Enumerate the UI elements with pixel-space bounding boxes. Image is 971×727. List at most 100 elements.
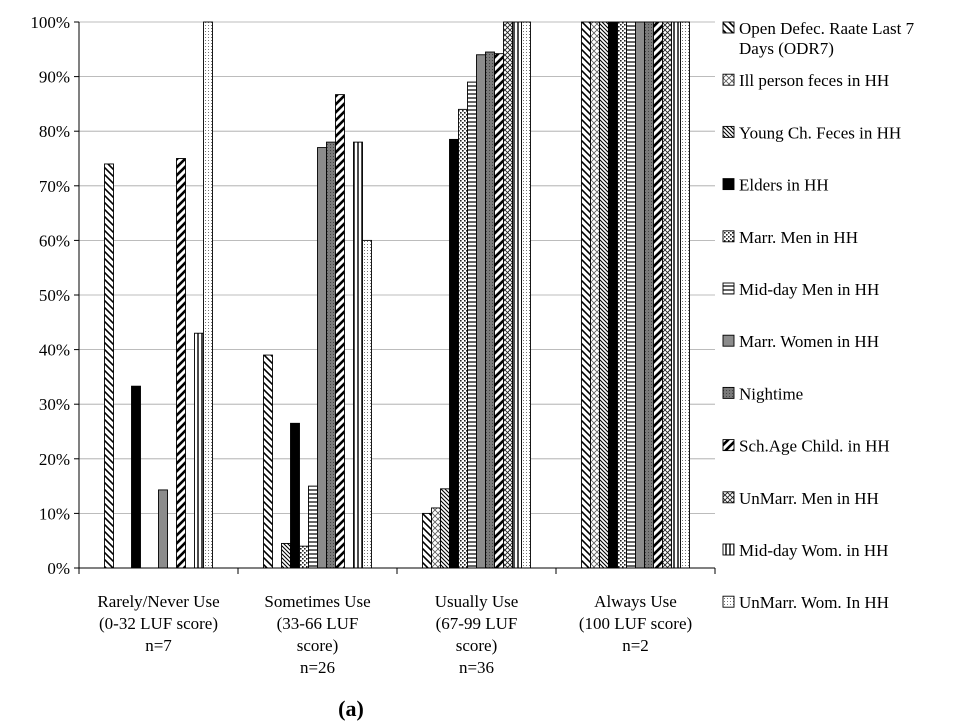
legend-item: Nightime	[722, 384, 803, 403]
y-tick-label: 60%	[39, 231, 70, 250]
x-category-label: n=2	[622, 636, 649, 655]
bar	[317, 147, 327, 569]
legend-swatch	[722, 73, 735, 86]
y-tick-label: 100%	[30, 13, 70, 32]
y-tick-label: 20%	[39, 450, 70, 469]
legend-swatch	[722, 334, 735, 347]
y-tick-label: 70%	[39, 177, 70, 196]
bar	[467, 81, 477, 569]
bar	[263, 354, 273, 569]
bar	[458, 108, 468, 569]
bar	[176, 158, 186, 569]
x-category-label: (0-32 LUF score)	[99, 614, 218, 633]
bar	[422, 512, 432, 569]
figure-caption: (a)	[338, 696, 364, 721]
x-category-label: n=7	[145, 636, 172, 655]
bar	[431, 507, 441, 569]
x-category-label: score)	[297, 636, 339, 655]
bar	[581, 21, 591, 569]
bar	[290, 422, 300, 569]
bars	[104, 21, 690, 569]
legend-swatch	[722, 125, 735, 138]
bar	[335, 94, 345, 569]
x-category-label: Sometimes Use	[264, 592, 370, 611]
bar	[644, 21, 654, 569]
x-category-label: Rarely/Never Use	[97, 592, 219, 611]
legend-item: Ill person feces in HH	[722, 71, 889, 90]
legend-label: Marr. Men in HH	[739, 228, 858, 247]
legend-item: Mid-day Men in HH	[722, 280, 879, 299]
legend-label: Mid-day Men in HH	[739, 280, 879, 299]
bar	[308, 485, 318, 569]
bar	[626, 21, 636, 569]
legend-swatch	[722, 595, 735, 608]
bar	[521, 21, 531, 569]
legend-item: Elders in HH	[722, 176, 829, 195]
bar	[608, 21, 618, 569]
legend-item: Marr. Men in HH	[722, 228, 858, 247]
legend-swatch	[722, 178, 735, 191]
bar	[194, 332, 204, 569]
legend-item: Sch.Age Child. in HH	[722, 437, 890, 456]
legend-item: Young Ch. Feces in HH	[722, 123, 901, 142]
bar	[158, 489, 168, 569]
legend-item: Mid-day Wom. in HH	[722, 541, 888, 560]
legend-swatch	[722, 491, 735, 504]
bar	[590, 21, 600, 569]
bar	[203, 21, 213, 569]
bar	[485, 51, 495, 569]
legend-label: UnMarr. Wom. In HH	[739, 593, 889, 612]
x-category-label: Always Use	[594, 592, 677, 611]
legend-item: UnMarr. Men in HH	[722, 489, 879, 508]
bar	[353, 141, 363, 569]
legend-swatch	[722, 282, 735, 295]
bar	[635, 21, 645, 569]
x-category-label: (33-66 LUF	[277, 614, 359, 633]
legend-item: Marr. Women in HH	[722, 332, 879, 351]
bar	[680, 21, 690, 569]
legend-label: Marr. Women in HH	[739, 332, 879, 351]
bar	[299, 545, 309, 569]
legend-label: Sch.Age Child. in HH	[739, 437, 890, 456]
bar	[503, 21, 513, 569]
legend-label: Ill person feces in HH	[739, 71, 889, 90]
bar	[671, 21, 681, 569]
legend-item: UnMarr. Wom. In HH	[722, 593, 889, 612]
bar	[662, 21, 672, 569]
y-tick-label: 40%	[39, 341, 70, 360]
y-tick-label: 10%	[39, 504, 70, 523]
legend-swatch	[722, 439, 735, 452]
bar	[131, 385, 141, 569]
legend-label: Young Ch. Feces in HH	[739, 123, 901, 142]
legend-swatch	[722, 21, 735, 34]
legend-label: Nightime	[739, 384, 803, 403]
legend-label: Mid-day Wom. in HH	[739, 541, 888, 560]
bar	[440, 488, 450, 569]
x-category-label: n=26	[300, 658, 335, 677]
y-tick-label: 0%	[47, 559, 70, 578]
legend-label: Elders in HH	[739, 176, 829, 195]
bar	[104, 163, 114, 569]
bar	[326, 141, 336, 569]
x-axis-category-labels: Rarely/Never Use (0-32 LUF score) n=7 Somet…	[97, 592, 692, 677]
legend-swatch	[722, 543, 735, 556]
legend-label: Days (ODR7)	[739, 39, 834, 58]
bar	[476, 54, 486, 569]
bar	[599, 21, 609, 569]
legend-label: Open Defec. Raate Last 7	[739, 19, 915, 38]
x-category-label: Usually Use	[435, 592, 519, 611]
bar	[512, 21, 522, 569]
y-tick-label: 50%	[39, 286, 70, 305]
bar	[653, 21, 663, 569]
y-axis-ticks: 0% 10% 20% 30% 40% 50% 60% 70% 80% 90% 100%	[30, 13, 79, 578]
x-category-label: (67-99 LUF	[436, 614, 518, 633]
x-category-label: n=36	[459, 658, 494, 677]
bar	[281, 542, 291, 569]
x-category-label: score)	[456, 636, 498, 655]
axes	[78, 22, 716, 574]
bar	[617, 21, 627, 569]
bar	[449, 138, 459, 569]
legend-swatch	[722, 386, 735, 399]
bar	[494, 53, 504, 569]
